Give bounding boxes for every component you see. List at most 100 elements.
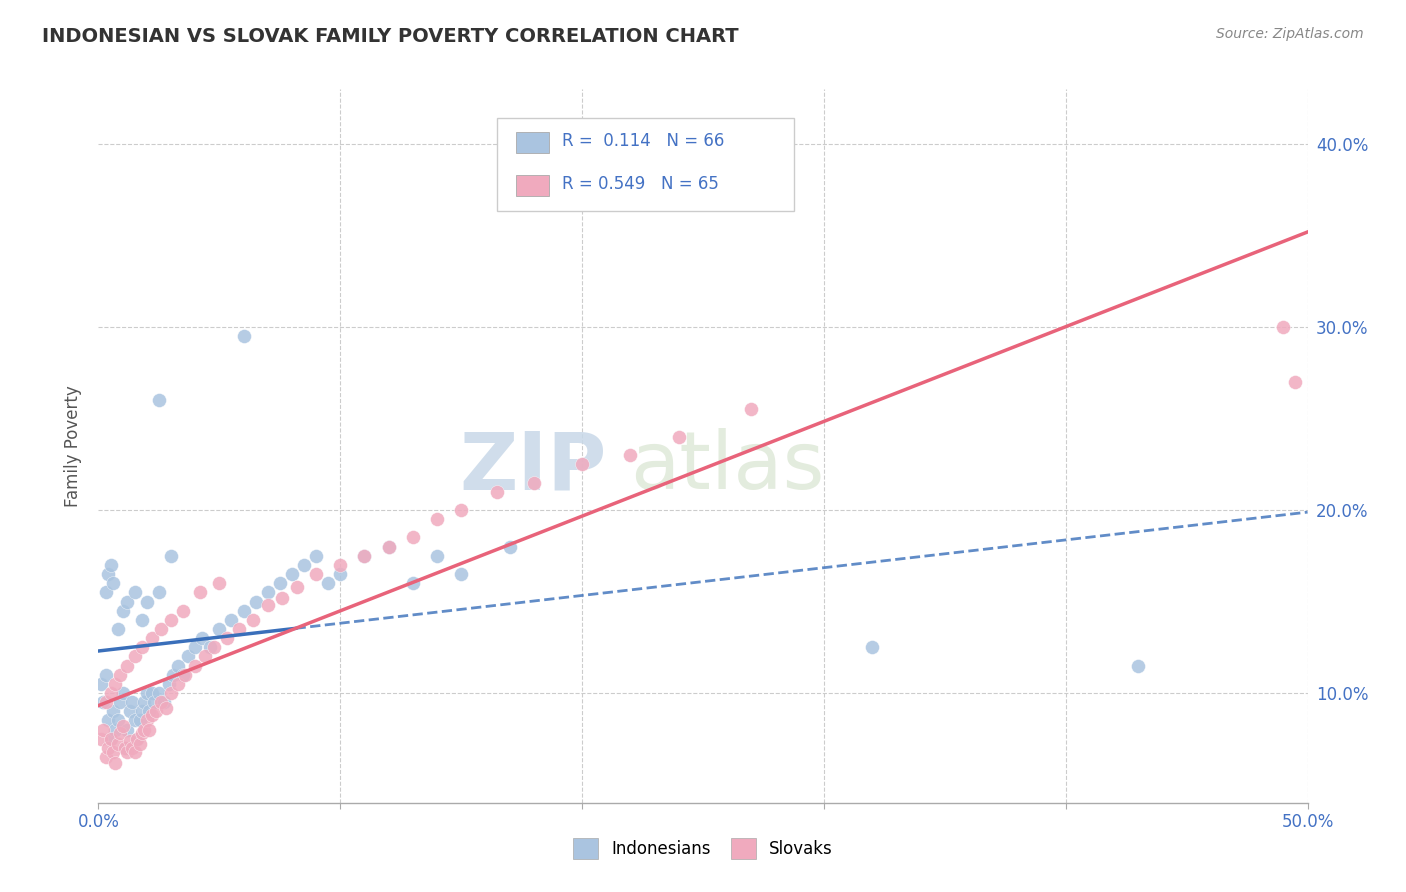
Point [121, 695, 143, 709]
Point [155, 700, 177, 714]
Point [134, 695, 156, 709]
Point [135, 594, 157, 608]
Point [160, 549, 183, 563]
Point [377, 540, 399, 554]
Point [94, 695, 117, 709]
Point [232, 329, 254, 343]
Point [138, 723, 160, 737]
Point [619, 448, 641, 462]
Point [134, 723, 156, 737]
Text: R =  0.114   N = 66: R = 0.114 N = 66 [561, 132, 724, 150]
Point [127, 731, 149, 746]
Point [131, 704, 153, 718]
Point [101, 704, 124, 718]
Text: atlas: atlas [630, 428, 825, 507]
Point [184, 658, 207, 673]
Point [100, 731, 122, 746]
Point [316, 576, 339, 591]
Point [353, 549, 375, 563]
Point [117, 723, 139, 737]
Point [124, 649, 146, 664]
Point [426, 549, 449, 563]
Point [571, 458, 593, 472]
Point [135, 714, 157, 728]
Point [256, 585, 278, 599]
Point [118, 704, 141, 718]
Point [101, 576, 124, 591]
FancyBboxPatch shape [516, 132, 550, 153]
Point [117, 594, 139, 608]
Point [97, 567, 120, 582]
Point [124, 745, 146, 759]
Point [232, 604, 254, 618]
Point [523, 475, 546, 490]
Point [127, 731, 149, 746]
Point [208, 576, 231, 591]
Point [198, 640, 221, 655]
Point [184, 640, 207, 655]
Point [124, 585, 146, 599]
Point [100, 686, 122, 700]
Point [128, 737, 150, 751]
Point [97, 714, 120, 728]
Point [117, 745, 139, 759]
Point [162, 667, 184, 681]
Text: ZIP: ZIP [458, 428, 606, 507]
Point [208, 622, 231, 636]
Point [131, 613, 153, 627]
Point [450, 567, 472, 582]
Point [450, 503, 472, 517]
Text: R = 0.549   N = 65: R = 0.549 N = 65 [561, 175, 718, 193]
Point [150, 622, 173, 636]
Point [148, 393, 170, 408]
Point [150, 695, 173, 709]
Point [402, 576, 425, 591]
Point [131, 726, 153, 740]
Point [174, 667, 197, 681]
Point [135, 686, 157, 700]
Point [1128, 658, 1150, 673]
Point [1284, 375, 1306, 389]
Point [114, 740, 136, 755]
Point [131, 640, 153, 655]
Point [228, 622, 250, 636]
Point [152, 695, 174, 709]
Point [108, 667, 131, 681]
Point [111, 719, 134, 733]
Point [107, 714, 129, 728]
Point [245, 594, 267, 608]
Legend: Indonesians, Slovaks: Indonesians, Slovaks [574, 838, 832, 859]
Point [107, 622, 129, 636]
Point [107, 737, 129, 751]
Point [668, 430, 690, 444]
Point [124, 714, 146, 728]
Point [160, 686, 183, 700]
Point [141, 631, 163, 645]
Point [145, 704, 167, 718]
Point [94, 750, 117, 764]
Point [177, 649, 200, 664]
Point [91, 695, 114, 709]
Point [108, 695, 131, 709]
Text: Source: ZipAtlas.com: Source: ZipAtlas.com [1216, 27, 1364, 41]
Point [292, 558, 315, 572]
Point [100, 731, 122, 746]
Point [160, 613, 183, 627]
Point [118, 733, 141, 747]
Point [172, 604, 194, 618]
Point [377, 540, 399, 554]
Point [215, 631, 238, 645]
Point [138, 704, 160, 718]
Point [114, 740, 136, 755]
Point [285, 580, 308, 594]
Point [1272, 320, 1295, 334]
Point [305, 567, 328, 582]
Point [100, 558, 122, 572]
Text: INDONESIAN VS SLOVAK FAMILY POVERTY CORRELATION CHART: INDONESIAN VS SLOVAK FAMILY POVERTY CORR… [42, 27, 738, 45]
Point [329, 567, 352, 582]
Point [353, 549, 375, 563]
Point [329, 558, 352, 572]
Point [148, 585, 170, 599]
Point [90, 677, 112, 691]
Point [117, 658, 139, 673]
